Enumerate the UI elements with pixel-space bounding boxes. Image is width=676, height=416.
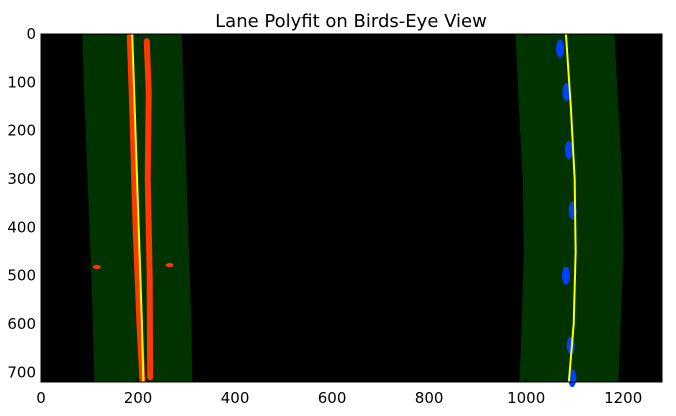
x-tick-label: 800 xyxy=(415,389,444,407)
y-tick-label: 700 xyxy=(7,363,36,381)
y-axis: 0 100 200 300 400 500 600 700 xyxy=(7,25,662,381)
y-tick-label: 100 xyxy=(7,73,36,91)
right-lane-pixel-blob-1 xyxy=(562,83,571,101)
left-lane-pixel-blob-1 xyxy=(165,263,174,268)
left-lane-pixels-0 xyxy=(126,33,146,383)
x-tick-label: 1200 xyxy=(604,389,642,407)
right-fit-line xyxy=(564,33,577,383)
y-tick-label: 0 xyxy=(26,25,36,43)
right-lane-pixel-blob-4 xyxy=(561,266,570,285)
y-tick-label: 600 xyxy=(7,315,36,333)
left-lane-pixel-blob-0 xyxy=(92,264,101,269)
x-axis: 0 200 400 600 800 1000 1200 xyxy=(36,34,642,407)
y-tick-label: 400 xyxy=(7,218,36,236)
polyfit-lines xyxy=(131,33,577,383)
left-lane-pixels-1 xyxy=(143,38,154,381)
x-tick-label: 1000 xyxy=(507,389,545,407)
right-lane-pixel-blob-2 xyxy=(564,141,573,159)
y-tick-label: 300 xyxy=(7,170,36,188)
y-tick-label: 500 xyxy=(7,267,36,285)
left-fit-line xyxy=(131,33,145,383)
right-lane-pixel-blob-0 xyxy=(556,39,565,58)
x-tick-label: 0 xyxy=(36,389,46,407)
x-tick-label: 200 xyxy=(124,389,153,407)
y-tick-label: 200 xyxy=(7,122,36,140)
x-tick-label: 600 xyxy=(318,389,347,407)
chart-title: Lane Polyfit on Birds-Eye View xyxy=(215,11,487,32)
x-tick-label: 400 xyxy=(221,389,250,407)
plot-frame xyxy=(40,33,663,383)
